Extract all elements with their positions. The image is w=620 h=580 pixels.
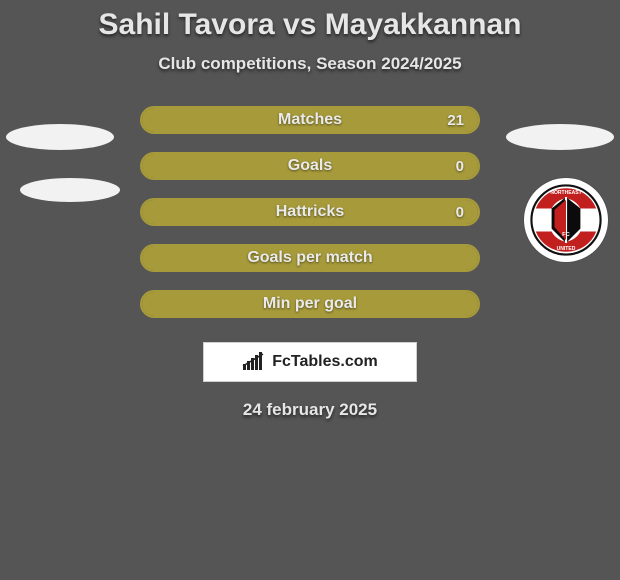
player-left-placeholder-2: [20, 178, 120, 202]
stat-value-right: 21: [447, 108, 464, 132]
player-left-placeholder-1: [6, 124, 114, 150]
stat-value-right: 0: [456, 200, 464, 224]
stat-row: Min per goal: [140, 290, 480, 318]
comparison-date: 24 february 2025: [0, 400, 620, 420]
brand-label: FcTables.com: [272, 353, 378, 371]
bar-chart-icon: [242, 352, 266, 372]
stat-label: Goals per match: [142, 246, 478, 270]
stat-row: Goals 0: [140, 152, 480, 180]
club-banner-bottom: UNITED: [557, 246, 576, 252]
stat-row: Hattricks 0: [140, 198, 480, 226]
club-crest-icon: NORTHEAST UNITED FC: [530, 184, 602, 256]
comparison-card: Sahil Tavora vs Mayakkannan Club competi…: [0, 0, 620, 580]
player-right-placeholder: [506, 124, 614, 150]
stat-label: Matches: [142, 108, 478, 132]
stat-row: Matches 21: [140, 106, 480, 134]
stats-list: Matches 21 Goals 0 Hattricks 0 Goals per…: [140, 106, 480, 318]
club-badge: NORTHEAST UNITED FC: [524, 178, 608, 262]
club-monogram: FC: [562, 232, 570, 238]
stat-label: Hattricks: [142, 200, 478, 224]
stat-row: Goals per match: [140, 244, 480, 272]
stat-label: Goals: [142, 154, 478, 178]
stat-label: Min per goal: [142, 292, 478, 316]
page-title: Sahil Tavora vs Mayakkannan: [0, 0, 620, 42]
page-subtitle: Club competitions, Season 2024/2025: [0, 54, 620, 74]
stat-value-right: 0: [456, 154, 464, 178]
club-banner-top: NORTHEAST: [550, 190, 582, 196]
brand-link[interactable]: FcTables.com: [203, 342, 417, 382]
